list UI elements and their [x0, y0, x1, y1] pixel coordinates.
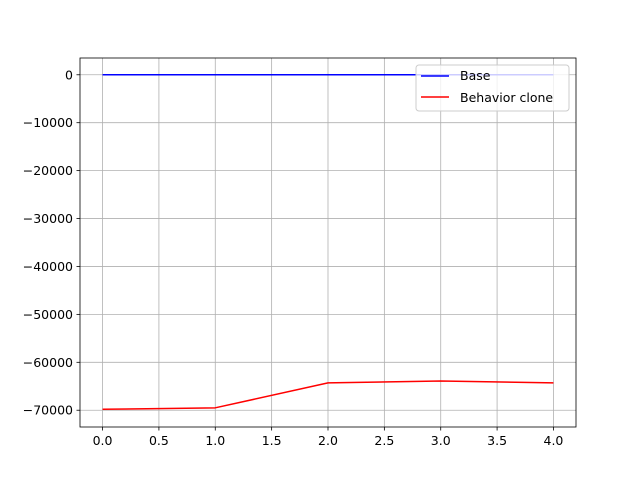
- axis-ticks: 0.0 0.5 1.0 1.5 2.0 2.5 3.0 3.5 4.0 0 −10000 −20000…: [23, 67, 564, 448]
- y-tick-label: 0: [65, 67, 73, 82]
- x-tick-label: 2.5: [374, 433, 394, 448]
- grid-lines: [80, 58, 576, 427]
- y-tick-label: −30000: [23, 211, 73, 226]
- y-tick-label: −20000: [23, 163, 73, 178]
- x-tick-label: 2.0: [318, 433, 338, 448]
- series-line-behavior-clone: [102, 380, 554, 411]
- y-tick-label: −60000: [23, 355, 73, 370]
- legend: Base Behavior clone: [415, 64, 570, 112]
- legend-label-behavior-clone: Behavior clone: [460, 90, 553, 105]
- x-tick-label: 1.0: [205, 433, 225, 448]
- legend-label-base: Base: [460, 68, 491, 83]
- x-tick-label: 3.0: [431, 433, 451, 448]
- y-tick-label: −40000: [23, 259, 73, 274]
- y-tick-label: −50000: [23, 307, 73, 322]
- x-tick-label: 0.0: [93, 433, 113, 448]
- x-tick-label: 4.0: [544, 433, 564, 448]
- legend-box: [415, 64, 570, 112]
- x-tick-label: 0.5: [149, 433, 169, 448]
- x-tick-label: 1.5: [262, 433, 282, 448]
- x-tick-label: 3.5: [487, 433, 507, 448]
- y-tick-label: −70000: [23, 403, 73, 418]
- y-tick-label: −10000: [23, 115, 73, 130]
